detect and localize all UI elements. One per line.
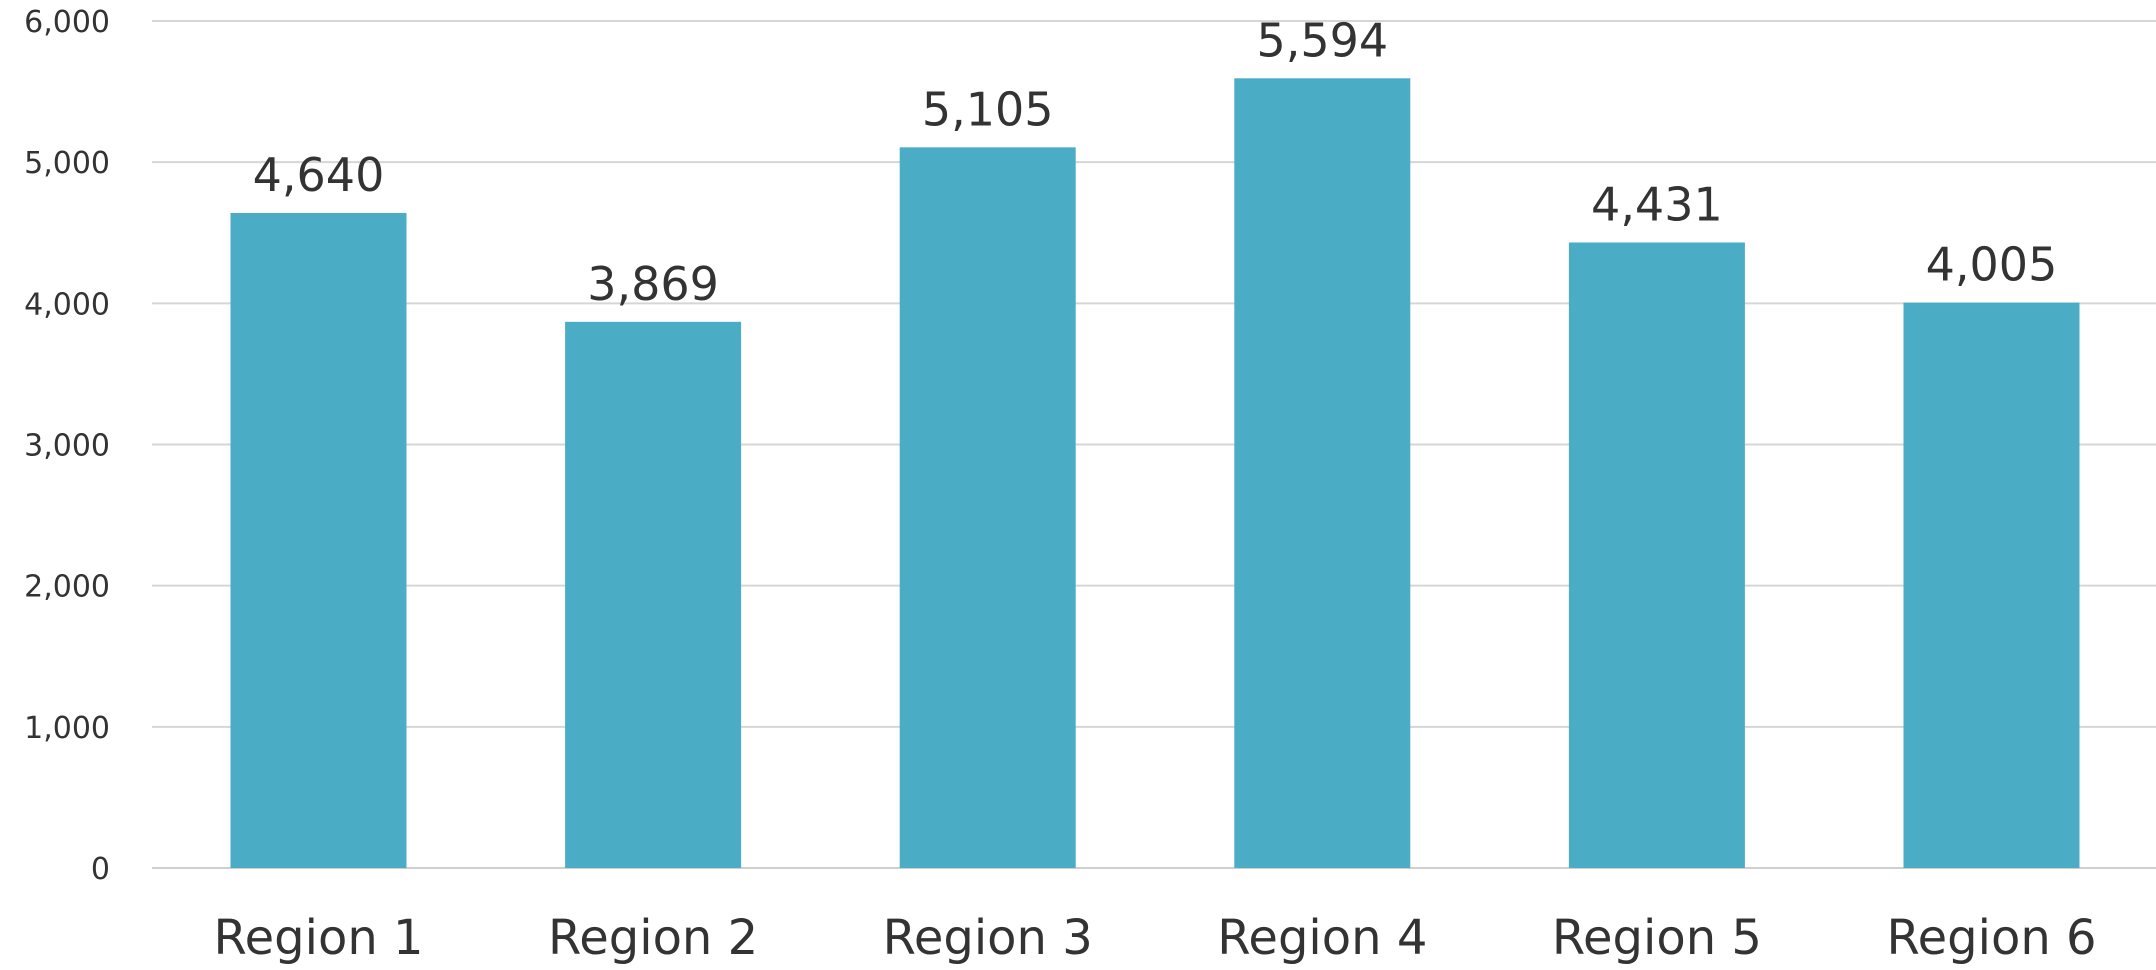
bar-6 [1903,302,2080,868]
x-tick-label: Region 6 [1886,910,2096,966]
y-tick-label: 0 [91,852,110,887]
x-tick-label: Region 4 [1217,910,1427,966]
x-tick-label: Region 2 [548,910,758,966]
bar-4 [1234,78,1411,869]
bar-3 [899,147,1076,868]
data-label: 3,869 [587,257,719,311]
data-label: 4,431 [1591,177,1723,231]
bar-1 [230,212,407,868]
bar-5 [1568,242,1745,869]
x-tick-label: Region 5 [1552,910,1762,966]
y-axis-ticks: 0 1,000 2,000 3,000 4,000 5,000 6,000 [24,5,110,887]
data-label: 4,005 [1926,238,2058,292]
x-axis-ticks: Region 1 Region 2 Region 3 Region 4 Region 5… [213,910,2096,966]
y-tick-label: 5,000 [24,146,110,181]
y-tick-label: 1,000 [24,711,110,746]
y-tick-label: 4,000 [24,287,110,322]
data-label: 5,594 [1256,13,1388,67]
data-labels: 4,640 3,869 5,105 5,594 4,431 4,005 [253,13,2058,311]
y-tick-label: 2,000 [24,570,110,605]
x-tick-label: Region 3 [883,910,1093,966]
bar-2 [565,321,742,868]
y-tick-label: 3,000 [24,429,110,464]
x-tick-label: Region 1 [213,910,423,966]
data-label: 5,105 [922,82,1054,136]
bars [230,78,2080,869]
data-label: 4,640 [253,148,385,202]
gridlines [152,20,2156,869]
y-tick-label: 6,000 [24,5,110,40]
